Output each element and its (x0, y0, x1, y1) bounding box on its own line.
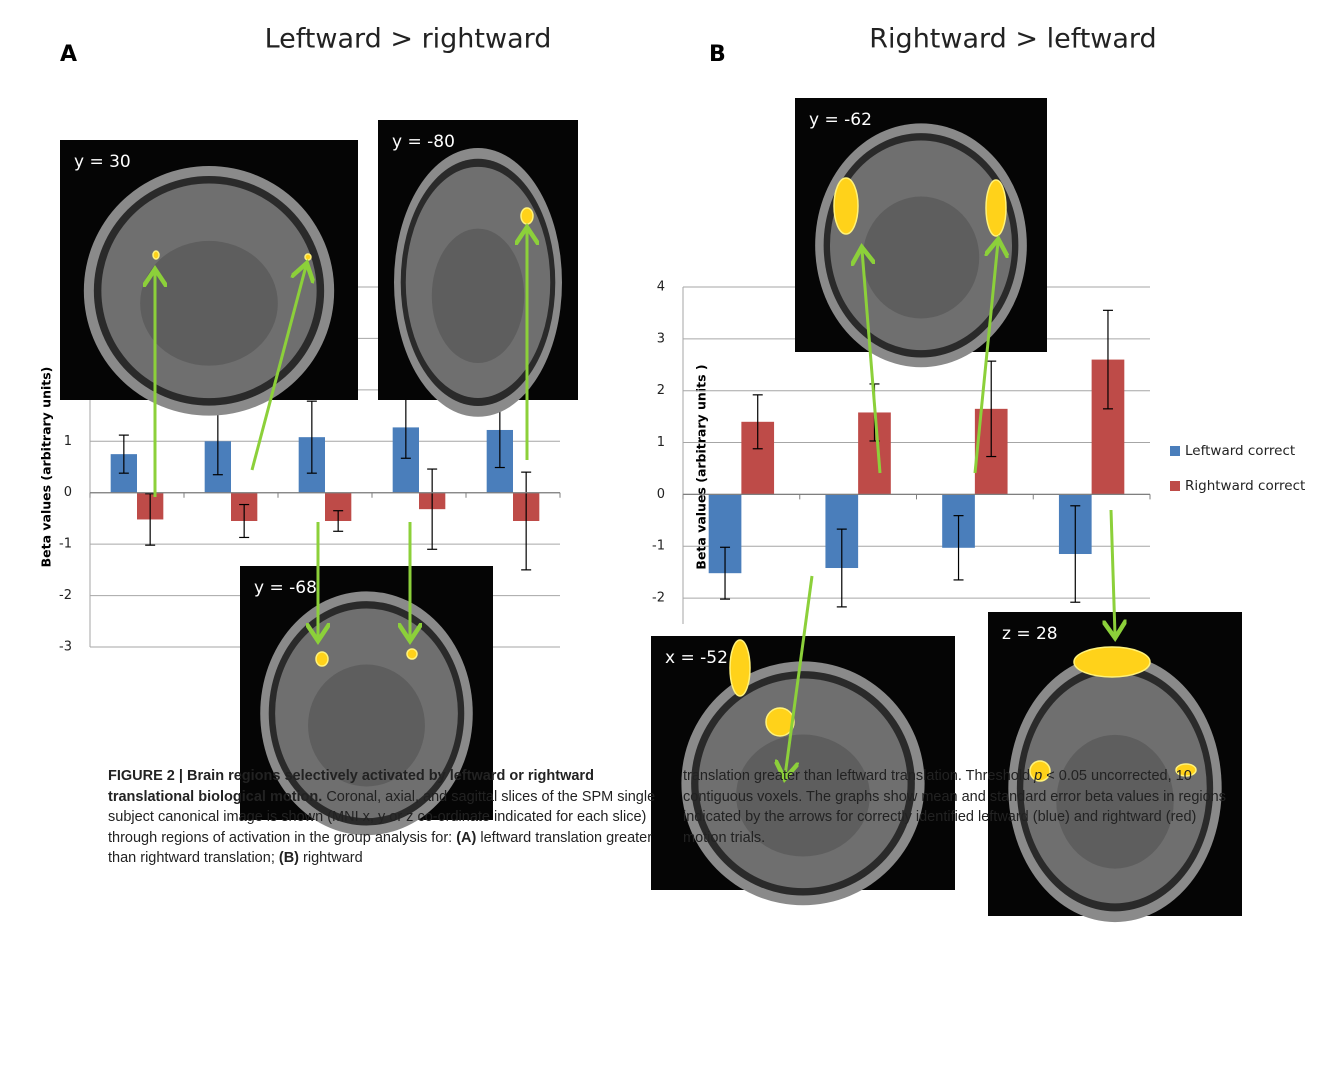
y-tick-label: -2 (652, 591, 665, 606)
y-tick-label: 1 (657, 435, 665, 450)
brain-inner (863, 197, 979, 319)
y-tick-label: -1 (59, 537, 72, 552)
brain-image: y = -80 (378, 120, 578, 417)
caption-left: FIGURE 2 | Brain regions selectively act… (108, 766, 663, 869)
slice-label: y = 30 (74, 152, 131, 172)
caption-text: (A) (456, 830, 476, 846)
y-tick-label: 1 (64, 434, 72, 449)
panel-letter: A (60, 42, 77, 67)
y-tick-label: 2 (657, 383, 665, 398)
activation (1074, 647, 1150, 677)
slice-label: x = -52 (665, 648, 728, 668)
chart-title: Leftward > rightward (265, 24, 552, 55)
caption-text: (B) (279, 850, 299, 866)
activation (305, 254, 311, 260)
figure: A Leftward > rightward Beta values (arbitr… (0, 0, 1339, 1083)
activation (986, 180, 1006, 236)
slice-label: y = -80 (392, 132, 455, 152)
y-tick-label: 0 (657, 487, 665, 502)
y-tick-label: 4 (657, 280, 665, 295)
y-tick-label: -1 (652, 539, 665, 554)
legend-swatch (1170, 481, 1180, 491)
y-axis-label: Beta values (arbitrary units) (39, 367, 54, 568)
slice-label: y = -62 (809, 110, 872, 130)
activation (153, 251, 159, 259)
y-tick-label: 0 (64, 485, 72, 500)
legend-label: Rightward correct (1185, 478, 1305, 494)
slice-label: y = -68 (254, 578, 317, 598)
legend-label: Leftward correct (1185, 443, 1295, 459)
page: {"chart_data": [ {"type": "bar", "label"… (0, 0, 1339, 1083)
brain-image: y = -62 (795, 98, 1047, 367)
legend-swatch (1170, 446, 1180, 456)
brain-inner (140, 241, 278, 366)
activation (316, 652, 328, 666)
y-axis-label: Beta values (arbitrary units ) (694, 364, 709, 569)
y-tick-label: 3 (657, 331, 665, 346)
chart-title: Rightward > leftward (869, 24, 1156, 55)
caption-right: translation greater than leftward transl… (683, 766, 1238, 848)
y-tick-label: -3 (59, 640, 72, 655)
caption-text: rightward (299, 850, 363, 866)
activation (521, 208, 533, 224)
activation (730, 640, 750, 696)
brain-image: y = 30 (60, 140, 358, 416)
y-tick-label: -2 (59, 588, 72, 603)
activation (834, 178, 858, 234)
panel-letter: B (709, 42, 726, 67)
brain-inner (432, 229, 524, 363)
activation (407, 649, 417, 659)
caption-text: translation greater than leftward transl… (683, 768, 1034, 784)
slice-label: z = 28 (1002, 624, 1058, 644)
